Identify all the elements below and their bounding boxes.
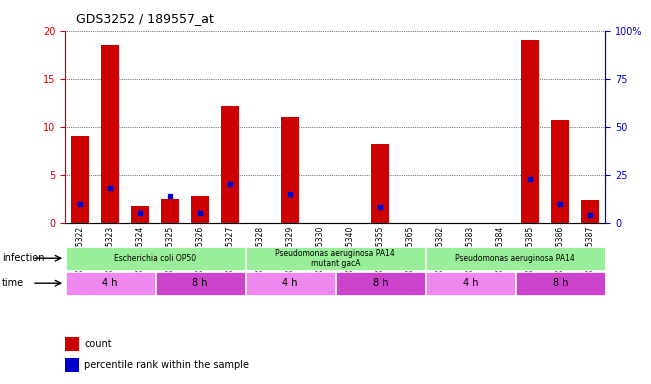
Text: 8 h: 8 h — [372, 278, 388, 288]
Text: 8 h: 8 h — [553, 278, 568, 288]
Bar — [426, 247, 605, 270]
Bar — [521, 40, 540, 223]
Bar — [581, 200, 600, 223]
Text: infection: infection — [2, 253, 44, 263]
Text: 4 h: 4 h — [283, 278, 298, 288]
Text: percentile rank within the sample: percentile rank within the sample — [84, 360, 249, 370]
Bar — [156, 272, 245, 295]
Bar — [66, 247, 245, 270]
Bar — [551, 120, 570, 223]
Bar — [281, 117, 299, 223]
Text: Pseudomonas aeruginosa PA14: Pseudomonas aeruginosa PA14 — [456, 254, 575, 263]
Bar — [246, 247, 424, 270]
Bar — [336, 272, 424, 295]
Bar — [516, 272, 605, 295]
Text: 4 h: 4 h — [102, 278, 118, 288]
Bar — [65, 337, 79, 351]
Text: Escherichia coli OP50: Escherichia coli OP50 — [114, 254, 196, 263]
Text: Pseudomonas aeruginosa PA14
mutant gacA: Pseudomonas aeruginosa PA14 mutant gacA — [275, 248, 395, 268]
Text: 8 h: 8 h — [193, 278, 208, 288]
Bar — [131, 207, 149, 223]
Bar — [191, 196, 209, 223]
Bar — [161, 199, 179, 223]
Bar — [101, 45, 119, 223]
Bar — [71, 136, 89, 223]
Bar — [371, 144, 389, 223]
Bar — [65, 358, 79, 372]
Bar — [66, 272, 154, 295]
Bar — [426, 272, 515, 295]
Bar — [221, 106, 239, 223]
Text: 4 h: 4 h — [463, 278, 478, 288]
Text: GDS3252 / 189557_at: GDS3252 / 189557_at — [76, 12, 214, 25]
Bar — [246, 272, 335, 295]
Text: time: time — [2, 278, 24, 288]
Text: count: count — [84, 339, 111, 349]
